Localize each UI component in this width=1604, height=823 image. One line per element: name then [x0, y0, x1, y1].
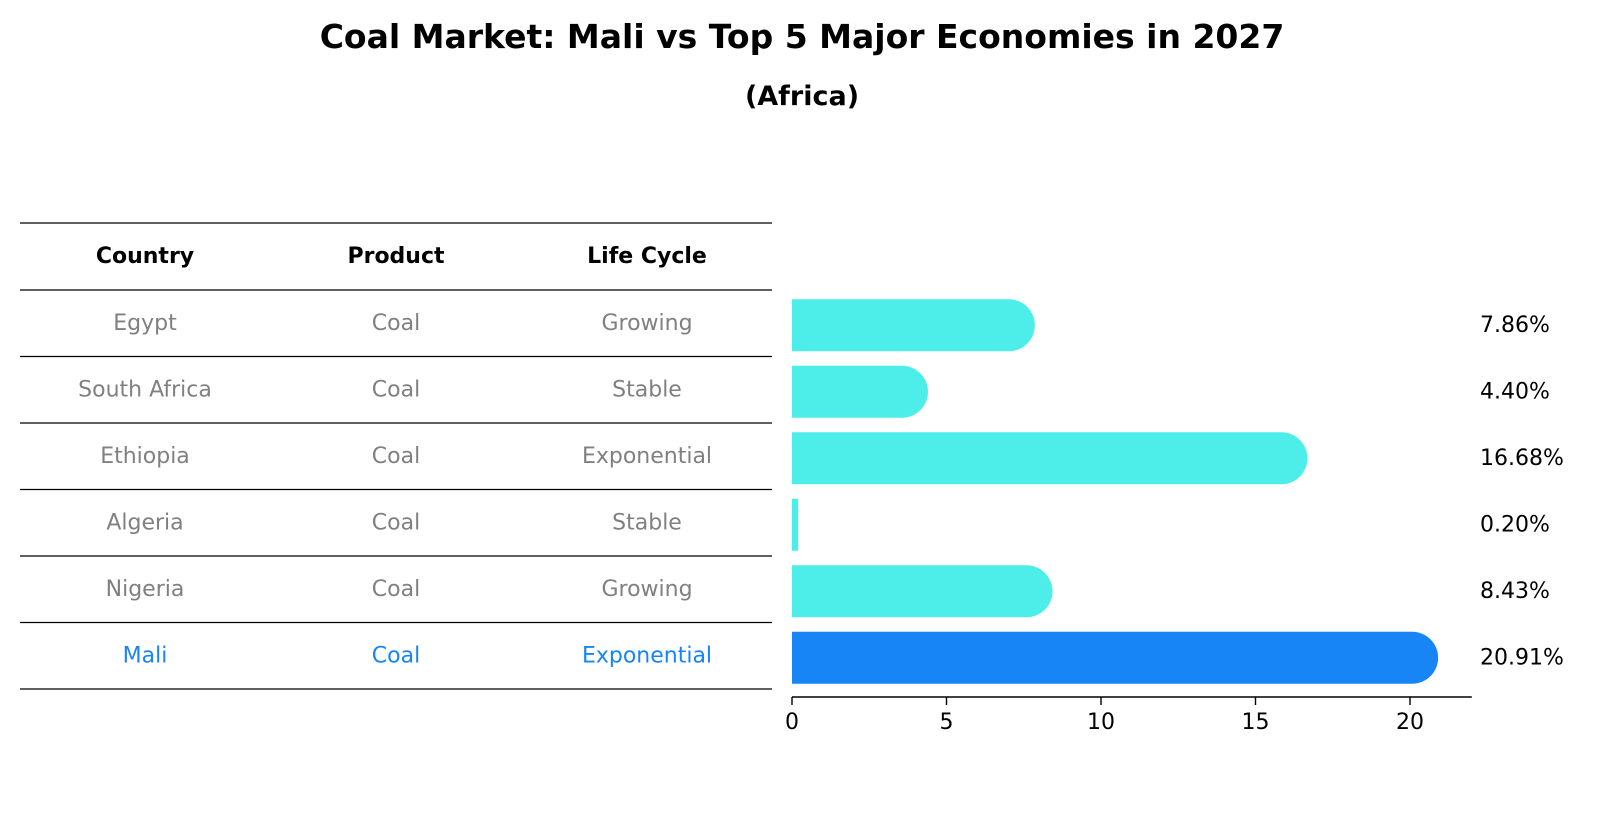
- bar-ethiopia: [792, 432, 1308, 485]
- value-label: 7.86%: [1480, 313, 1550, 338]
- header-country: Country: [96, 244, 194, 269]
- x-tick-label: 15: [1242, 710, 1270, 735]
- table-row: Nigeria Coal Growing: [106, 577, 693, 602]
- table-row: Mali Coal Exponential: [123, 643, 712, 668]
- value-label: 0.20%: [1480, 512, 1550, 537]
- value-label: 8.43%: [1480, 579, 1550, 604]
- cell-life-cycle: Growing: [601, 577, 692, 602]
- table-row: South Africa Coal Stable: [78, 377, 682, 402]
- bar-nigeria: [792, 565, 1053, 618]
- cell-country: Nigeria: [106, 577, 185, 602]
- cell-life-cycle: Stable: [612, 377, 682, 402]
- bar-south-africa: [792, 365, 928, 418]
- bar-egypt: [792, 299, 1035, 352]
- cell-product: Coal: [372, 510, 420, 535]
- cell-country: Ethiopia: [100, 444, 190, 469]
- x-axis: 0 5 10 15 20: [785, 696, 1472, 735]
- x-tick-label: 10: [1087, 710, 1115, 735]
- header-life-cycle: Life Cycle: [587, 244, 707, 269]
- cell-life-cycle: Stable: [612, 510, 682, 535]
- cell-country: Algeria: [106, 510, 183, 535]
- value-label: 16.68%: [1480, 446, 1564, 471]
- x-tick-label: 20: [1396, 710, 1424, 735]
- cell-product: Coal: [372, 444, 420, 469]
- chart-subtitle: (Africa): [744, 81, 860, 112]
- cell-product: Coal: [372, 643, 420, 668]
- cell-life-cycle: Growing: [601, 311, 692, 336]
- header-product: Product: [347, 244, 445, 269]
- cell-life-cycle: Exponential: [582, 444, 712, 469]
- cell-country: Mali: [123, 643, 168, 668]
- x-tick-label: 0: [785, 710, 799, 735]
- cell-country: South Africa: [78, 377, 212, 402]
- value-label: 20.91%: [1480, 645, 1564, 670]
- table-row: Algeria Coal Stable: [106, 510, 682, 535]
- cell-product: Coal: [372, 377, 420, 402]
- table-row: Egypt Coal Growing: [113, 311, 692, 336]
- data-table: Country Product Life Cycle Egypt Coal Growing…: [20, 222, 772, 690]
- value-labels: 7.86% 4.40% 16.68% 0.20% 8.43% 20.91%: [1480, 313, 1564, 671]
- cell-country: Egypt: [113, 311, 177, 336]
- bar-algeria: [792, 498, 799, 551]
- chart-title: Coal Market: Mali vs Top 5 Major Economi…: [319, 17, 1285, 56]
- x-tick-label: 5: [940, 710, 954, 735]
- bar-mali: [792, 631, 1439, 684]
- cell-product: Coal: [372, 311, 420, 336]
- value-label: 4.40%: [1480, 379, 1550, 404]
- bar-series: [792, 299, 1439, 684]
- cell-life-cycle: Exponential: [582, 643, 712, 668]
- table-row: Ethiopia Coal Exponential: [100, 444, 712, 469]
- cell-product: Coal: [372, 577, 420, 602]
